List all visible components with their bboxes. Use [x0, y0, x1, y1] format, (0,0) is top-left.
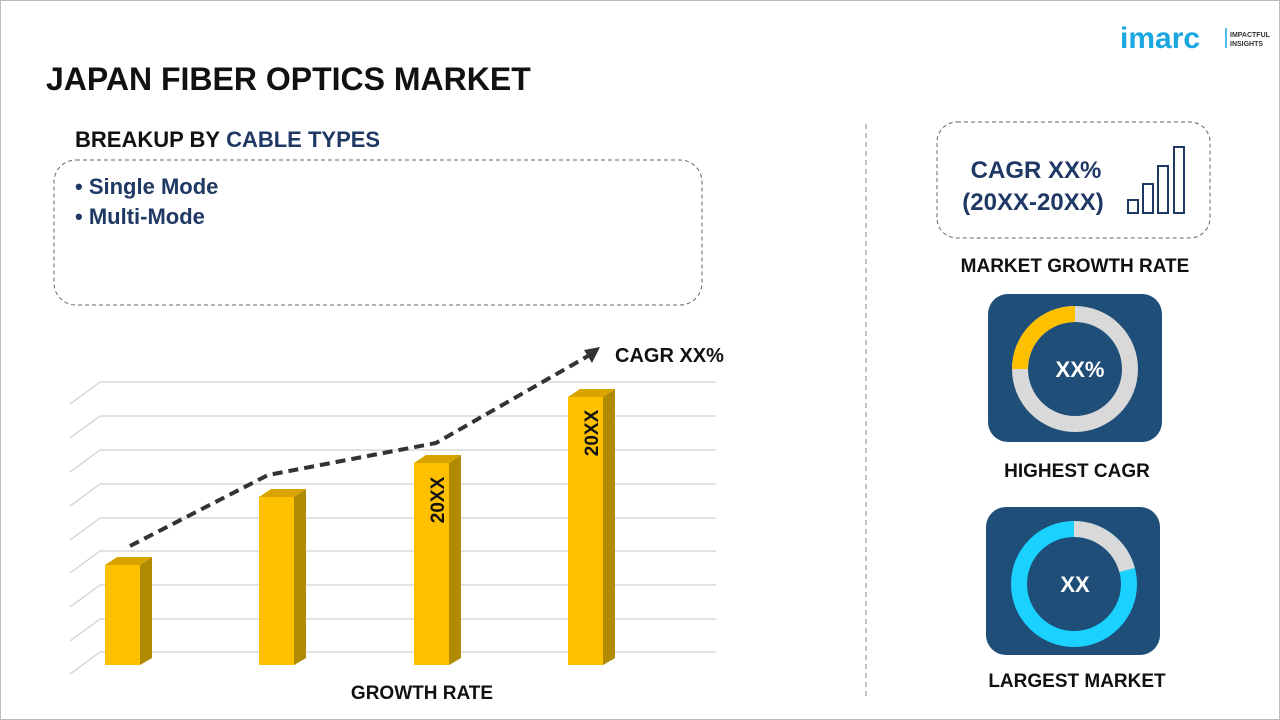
logo-tagline: IMPACTFUL — [1230, 32, 1271, 39]
trend-label: CAGR XX% — [615, 345, 724, 367]
cagr-text: CAGR XX% — [971, 157, 1102, 184]
logo: imarc — [1120, 22, 1200, 55]
trend-arrow — [584, 347, 600, 363]
growth-icon — [1127, 146, 1185, 214]
donut-arc — [1012, 306, 1076, 370]
trend-line — [129, 354, 589, 548]
breakup-prefix: BREAKUP BY — [75, 127, 220, 152]
cagr-caption: MARKET GROWTH RATE — [961, 256, 1190, 277]
highest-caption: HIGHEST CAGR — [1004, 461, 1150, 482]
bar-label: 20XX — [428, 476, 449, 523]
bars — [105, 389, 615, 665]
bar-label: 20XX — [582, 409, 603, 456]
breakup-box — [53, 159, 703, 306]
logo-tagline: INSIGHTS — [1230, 41, 1263, 48]
breakup-item: • Multi-Mode — [75, 204, 205, 229]
title: JAPAN FIBER OPTICS MARKET — [46, 61, 531, 97]
axis-label: GROWTH RATE — [351, 683, 493, 704]
largest-caption: LARGEST MARKET — [988, 671, 1166, 692]
highest-value: XX% — [1056, 357, 1105, 382]
breakup-highlight: CABLE TYPES — [226, 127, 380, 152]
cagr-box — [936, 121, 1211, 239]
cagr-period: (20XX-20XX) — [962, 189, 1103, 216]
donut-arc — [1073, 521, 1135, 573]
breakup-item: • Single Mode — [75, 174, 218, 199]
largest-value: XX — [1060, 572, 1090, 597]
breakup-heading: BREAKUP BY CABLE TYPES — [75, 127, 380, 152]
